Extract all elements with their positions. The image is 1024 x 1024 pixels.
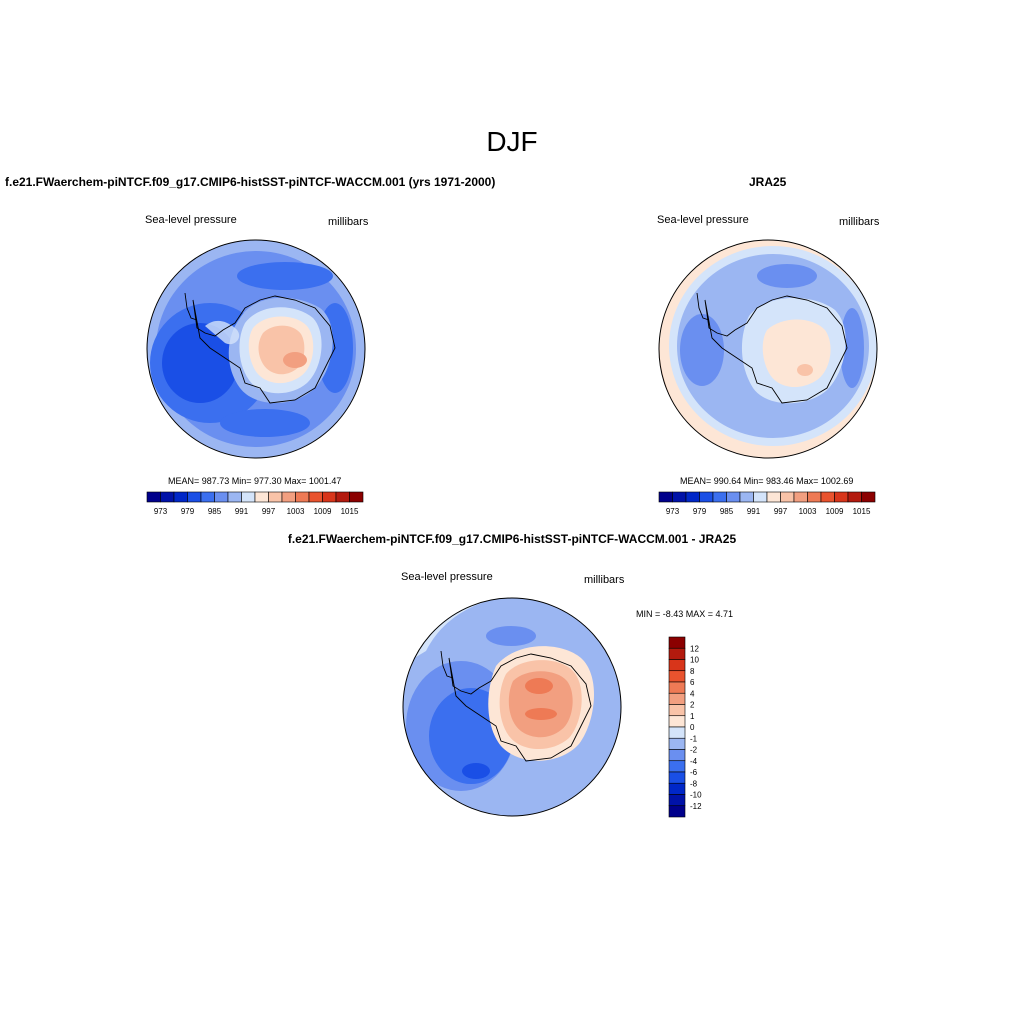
- panel3-map: [402, 597, 622, 817]
- panel3-colorbar-tick-label: 2: [690, 701, 695, 710]
- panel3-colorbar-tick-label: 0: [690, 723, 695, 732]
- panel3-colorbar-swatch: [668, 647, 686, 660]
- panel1-colorbar-swatch: [295, 491, 310, 503]
- panel1-title: f.e21.FWaerchem-piNTCF.f09_g17.CMIP6-his…: [5, 175, 496, 189]
- panel3-colorbar-tick-label: -1: [690, 734, 698, 743]
- panel3-colorbar-swatch: [668, 782, 686, 795]
- panel2-colorbar-tick-label: 997: [774, 507, 788, 516]
- panel2-colorbar-swatch: [685, 491, 700, 503]
- panel3-colorbar-tick-label: 12: [690, 644, 699, 653]
- panel3-colorbar-tick-label: -2: [690, 746, 698, 755]
- panel1-colorbar-tick-label: 991: [235, 507, 249, 516]
- panel2-variable-label: Sea-level pressure: [657, 214, 749, 226]
- panel1-colorbar-swatch: [349, 491, 364, 503]
- panel3-colorbar-swatch: [668, 670, 686, 683]
- panel1-colorbar-swatch: [254, 491, 269, 503]
- panel3-colorbar-swatch: [668, 715, 686, 728]
- panel2-title: JRA25: [749, 175, 787, 189]
- panel1-colorbar-tick-label: 979: [181, 507, 195, 516]
- panel2-colorbar-tick-label: 1009: [826, 507, 844, 516]
- panel2-stats: MEAN= 990.64 Min= 983.46 Max= 1002.69: [680, 476, 854, 486]
- panel3-colorbar-swatch: [668, 749, 686, 762]
- panel3-colorbar-tick-label: -4: [690, 757, 698, 766]
- panel1-variable-label: Sea-level pressure: [145, 214, 237, 226]
- panel1-colorbar-swatch: [146, 491, 161, 503]
- panel1-colorbar: 973 979 985 991 997 1003 1009 1015: [146, 491, 364, 516]
- panel3-colorbar-swatch: [668, 726, 686, 739]
- panel1-colorbar-swatch: [335, 491, 350, 503]
- panel1-colorbar-swatch: [187, 491, 202, 503]
- panel1-colorbar-tick-label: 997: [262, 507, 276, 516]
- panel1-map: [146, 239, 366, 459]
- panel1-colorbar-tick-label: 973: [154, 507, 168, 516]
- panel3-colorbar-swatch: [668, 681, 686, 694]
- panel3-colorbar-swatch: [668, 771, 686, 784]
- panel1-colorbar-swatch: [322, 491, 337, 503]
- panel1-colorbar-tick-label: 1009: [314, 507, 332, 516]
- panel2-colorbar-swatch: [753, 491, 768, 503]
- panel1-colorbar-swatch: [173, 491, 188, 503]
- panel3-colorbar-tick-label: -12: [690, 802, 702, 811]
- panel2-colorbar-swatch: [658, 491, 673, 503]
- panel3-colorbar-swatch: [668, 805, 686, 818]
- panel2-colorbar-tick-label: 973: [666, 507, 680, 516]
- panel1-colorbar-swatch: [200, 491, 215, 503]
- panel2-colorbar-tick-label: 991: [747, 507, 761, 516]
- panel2-colorbar: 973 979 985 991 997 1003 1009 1015: [658, 491, 876, 516]
- panel3-colorbar-tick-label: 10: [690, 656, 699, 665]
- panel1-colorbar-swatch: [227, 491, 242, 503]
- panel3-colorbar-tick-label: -10: [690, 791, 702, 800]
- panel3-colorbar-swatch: [668, 636, 686, 649]
- panel2-map: [658, 239, 878, 459]
- panel2-colorbar-swatch: [820, 491, 835, 503]
- panel2-units-label: millibars: [839, 216, 880, 228]
- panel1-colorbar-swatch: [241, 491, 256, 503]
- panel1-units-label: millibars: [328, 216, 369, 228]
- panel1-colorbar-tick-label: 985: [208, 507, 222, 516]
- panel3-title: f.e21.FWaerchem-piNTCF.f09_g17.CMIP6-his…: [287, 532, 737, 546]
- panel1-stats: MEAN= 987.73 Min= 977.30 Max= 1001.47: [168, 476, 342, 486]
- panel2-colorbar-swatch: [699, 491, 714, 503]
- panel3-colorbar-tick-label: 8: [690, 667, 695, 676]
- panel2-colorbar-tick-label: 1003: [799, 507, 817, 516]
- panel3-stats: MIN = -8.43 MAX = 4.71: [636, 609, 734, 619]
- panel2-colorbar-swatch: [780, 491, 795, 503]
- panel3-variable-label: Sea-level pressure: [401, 571, 493, 583]
- panel3-units-label: millibars: [584, 574, 625, 586]
- panel1-colorbar-swatch: [160, 491, 175, 503]
- panel2-colorbar-tick-label: 1015: [853, 507, 871, 516]
- panel3-colorbar-swatch: [668, 737, 686, 750]
- panel1-colorbar-swatch: [281, 491, 296, 503]
- panel1-colorbar-tick-label: 1015: [341, 507, 359, 516]
- panel1-colorbar-swatch: [308, 491, 323, 503]
- panel3-colorbar-tick-label: 6: [690, 678, 695, 687]
- panel2-colorbar-swatch: [793, 491, 808, 503]
- panel3-colorbar-tick-label: 1: [690, 712, 695, 721]
- panel2-colorbar-swatch: [847, 491, 862, 503]
- panel3-colorbar-swatch: [668, 692, 686, 705]
- panel3-colorbar-swatch: [668, 794, 686, 807]
- panel3-colorbar-tick-label: -6: [690, 768, 698, 777]
- figure-title: DJF: [486, 126, 538, 157]
- panel3-colorbar-tick-label: -8: [690, 779, 698, 788]
- panel2-colorbar-swatch: [712, 491, 727, 503]
- panel2-colorbar-swatch: [766, 491, 781, 503]
- panel3-colorbar-swatch: [668, 760, 686, 773]
- panel1-colorbar-swatch: [268, 491, 283, 503]
- panel2-colorbar-swatch: [726, 491, 741, 503]
- panel2-colorbar-swatch: [672, 491, 687, 503]
- panel2-colorbar-swatch: [807, 491, 822, 503]
- panel2-colorbar-swatch: [861, 491, 876, 503]
- panel2-colorbar-swatch: [834, 491, 849, 503]
- panel3-colorbar-tick-label: 4: [690, 689, 695, 698]
- panel3-colorbar-swatch: [668, 659, 686, 672]
- panel2-colorbar-tick-label: 985: [720, 507, 734, 516]
- panel1-colorbar-swatch: [214, 491, 229, 503]
- panel2-colorbar-swatch: [739, 491, 754, 503]
- panel3-colorbar-swatch: [668, 704, 686, 717]
- panel1-colorbar-tick-label: 1003: [287, 507, 305, 516]
- panel2-colorbar-tick-label: 979: [693, 507, 707, 516]
